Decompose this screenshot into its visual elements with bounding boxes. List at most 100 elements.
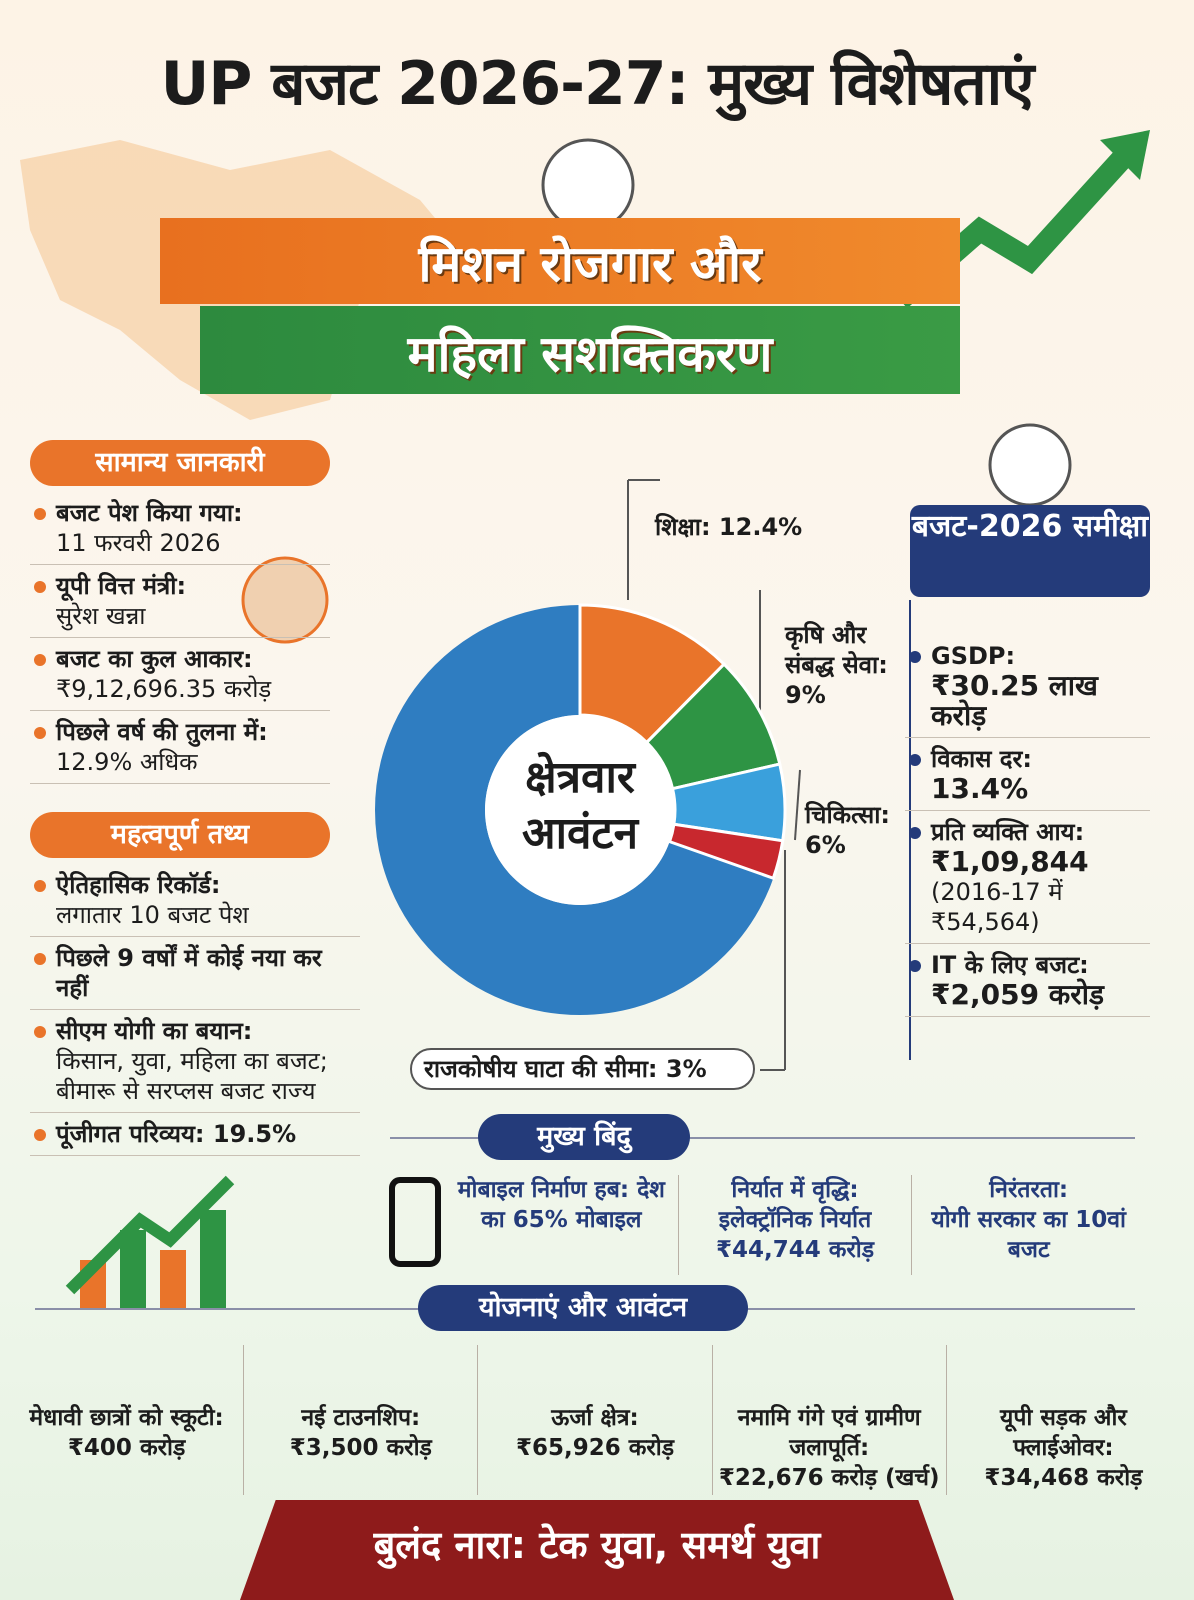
item-text: 12.9% अधिक xyxy=(56,748,198,776)
item-text: ₹2,059 करोड़ xyxy=(931,978,1104,1011)
slice-value: 6% xyxy=(805,831,846,859)
column-text: ₹34,468 करोड़ xyxy=(984,1465,1143,1491)
separator xyxy=(911,1175,913,1275)
column: मोबाइल निर्माण हब: देश का 65% मोबाइल xyxy=(445,1175,678,1275)
list-item: पिछले 9 वर्षों में कोई नया कर नहीं xyxy=(30,937,360,1010)
review-list: GSDP: ₹30.25 लाख करोड़ विकास दर: 13.4% प्रति… xyxy=(905,635,1150,1017)
item-text: बीमारू से सरप्लस बजट राज्य xyxy=(56,1077,316,1105)
item-text: IT के लिए बजट: xyxy=(931,951,1089,979)
title: UP बजट 2026-27: मुख्य विशेषताएं xyxy=(160,49,1035,119)
slice-value: 12.4% xyxy=(718,513,803,541)
section-heading: मुख्य बिंदु xyxy=(478,1114,690,1160)
column: यूपी सड़क और फ्लाईओवर: ₹34,468 करोड़ xyxy=(947,1345,1180,1495)
column-text: ऊर्जा क्षेत्र: xyxy=(551,1405,639,1431)
phone-icon xyxy=(389,1177,441,1267)
column: निरंतरता: योगी सरकार का 10वां बजट xyxy=(912,1175,1145,1275)
item-text: सीएम योगी का बयान: xyxy=(56,1017,253,1045)
item-text: (2016-17 में ₹54,564) xyxy=(931,878,1063,936)
section-heading: सामान्य जानकारी xyxy=(30,440,330,486)
minister-photo xyxy=(241,556,329,644)
column-text: ₹400 करोड़ xyxy=(67,1435,186,1461)
item-text: लगातार 10 बजट पेश xyxy=(56,901,249,929)
separator xyxy=(945,1345,947,1495)
list-item: GSDP: ₹30.25 लाख करोड़ xyxy=(905,635,1150,738)
separator xyxy=(677,1175,679,1275)
facts-list: ऐतिहासिक रिकॉर्ड: लगातार 10 बजट पेश पिछले … xyxy=(30,864,360,1156)
banner-text: मिशन रोजगार और xyxy=(418,235,762,293)
list-item: पूंजीगत परिव्यय: 19.5% xyxy=(30,1113,360,1156)
info-list: बजट पेश किया गया: 11 फरवरी 2026 यूपी वित्त… xyxy=(30,492,330,784)
item-text: पिछले 9 वर्षों में कोई नया कर नहीं xyxy=(56,944,322,1002)
item-text: ₹9,12,696.35 करोड़ xyxy=(56,675,272,703)
donut-hole xyxy=(485,715,675,905)
section-heading: महत्वपूर्ण तथ्य xyxy=(30,812,330,858)
column-text: यूपी सड़क और फ्लाईओवर: xyxy=(999,1405,1127,1461)
list-item: बजट का कुल आकार: ₹9,12,696.35 करोड़ xyxy=(30,638,330,711)
column-text: मेधावी छात्रों को स्कूटी: xyxy=(29,1405,224,1431)
chart-title: क्षेत्रवार आवंटन xyxy=(521,752,639,859)
column-text: निरंतरता: xyxy=(989,1177,1069,1203)
donut-chart xyxy=(375,603,787,1015)
item-text: ₹1,09,844 xyxy=(931,845,1089,878)
item-text: GSDP: xyxy=(931,642,1016,670)
column-text: निर्यात में वृद्धि: xyxy=(731,1177,859,1203)
column-text: मोबाइल निर्माण हब: देश का 65% मोबाइल xyxy=(457,1177,665,1233)
slice-category: राजकोषीय घाटा की सीमा: xyxy=(424,1055,658,1083)
slice-label: शिक्षा: 12.4% xyxy=(655,512,875,542)
column-text: योगी सरकार का 10वां बजट xyxy=(931,1207,1126,1263)
list-item: IT के लिए बजट: ₹2,059 करोड़ xyxy=(905,944,1150,1017)
list-item: सीएम योगी का बयान: किसान, युवा, महिला का … xyxy=(30,1010,360,1113)
item-text: सुरेश खन्ना xyxy=(56,602,146,630)
item-text: ₹30.25 लाख करोड़ xyxy=(931,669,1098,732)
arrow-head xyxy=(1100,130,1150,180)
banner-band xyxy=(200,306,960,394)
item-text: किसान, युवा, महिला का बजट; xyxy=(56,1047,328,1075)
item-text: ऐतिहासिक रिकॉर्ड: xyxy=(56,871,221,899)
emblem xyxy=(541,138,635,232)
list-item: पिछले वर्ष की तुलना में: 12.9% अधिक xyxy=(30,711,330,784)
slice-value: 3% xyxy=(665,1055,707,1083)
separator xyxy=(711,1345,713,1495)
emblem xyxy=(988,423,1072,507)
item-text: पूंजीगत परिव्यय: 19.5% xyxy=(56,1120,297,1148)
schemes-row: मेधावी छात्रों को स्कूटी: ₹400 करोड़ नई टा… xyxy=(10,1345,1180,1495)
list-item: बजट पेश किया गया: 11 फरवरी 2026 xyxy=(30,492,330,565)
column-text: ₹3,500 करोड़ xyxy=(289,1435,432,1461)
item-text: 11 फरवरी 2026 xyxy=(56,529,221,557)
item-text: बजट का कुल आकार: xyxy=(56,645,253,673)
slice-category: शिक्षा: xyxy=(655,513,711,541)
list-item: विकास दर: 13.4% xyxy=(905,738,1150,811)
column: नमामि गंगे एवं ग्रामीण जलापूर्ति: ₹22,676… xyxy=(713,1345,946,1495)
section-heading: योजनाएं और आवंटन xyxy=(418,1285,748,1331)
separator xyxy=(243,1345,245,1495)
slice-value: 9% xyxy=(785,681,826,709)
leader xyxy=(794,769,801,841)
highlights-row: मोबाइल निर्माण हब: देश का 65% मोबाइल निर्… xyxy=(445,1175,1145,1275)
column-text: इलेक्ट्रॉनिक निर्यात ₹44,744 करोड़ xyxy=(715,1207,875,1263)
banner-band xyxy=(160,218,960,304)
rule xyxy=(390,1137,1135,1139)
column-text: ₹22,676 करोड़ (खर्च) xyxy=(718,1465,940,1491)
growth-bars xyxy=(65,1175,235,1310)
slice-label: कृषि और संबद्ध सेवा: 9% xyxy=(785,620,910,710)
item-text: विकास दर: xyxy=(931,745,1032,773)
slice-category: चिकित्सा: xyxy=(805,801,891,829)
slice-label: चिकित्सा: 6% xyxy=(805,800,915,860)
column-text: नई टाउनशिप: xyxy=(301,1405,421,1431)
section-heading: बजट-2026 समीक्षा xyxy=(910,505,1150,597)
item-text: पिछले वर्ष की तुलना में: xyxy=(56,718,268,746)
list-item: प्रति व्यक्ति आय: ₹1,09,844 (2016-17 में ₹… xyxy=(905,811,1150,944)
list-item: ऐतिहासिक रिकॉर्ड: लगातार 10 बजट पेश xyxy=(30,864,360,937)
column: ऊर्जा क्षेत्र: ₹65,926 करोड़ xyxy=(478,1345,711,1495)
item-text: यूपी वित्त मंत्री: xyxy=(56,572,187,600)
item-text: प्रति व्यक्ति आय: xyxy=(931,818,1085,846)
slice-category: कृषि और संबद्ध सेवा: xyxy=(785,621,888,679)
banner-text: महिला सशक्तिकरण xyxy=(407,325,773,383)
column: नई टाउनशिप: ₹3,500 करोड़ xyxy=(244,1345,477,1495)
item-text: बजट पेश किया गया: xyxy=(56,499,243,527)
slogan: बुलंद नारा: टेक युवा, समर्थ युवा xyxy=(240,1500,954,1600)
separator xyxy=(477,1345,479,1495)
slice-label: राजकोषीय घाटा की सीमा: 3% xyxy=(410,1048,755,1090)
column: निर्यात में वृद्धि: इलेक्ट्रॉनिक निर्यात … xyxy=(679,1175,912,1275)
